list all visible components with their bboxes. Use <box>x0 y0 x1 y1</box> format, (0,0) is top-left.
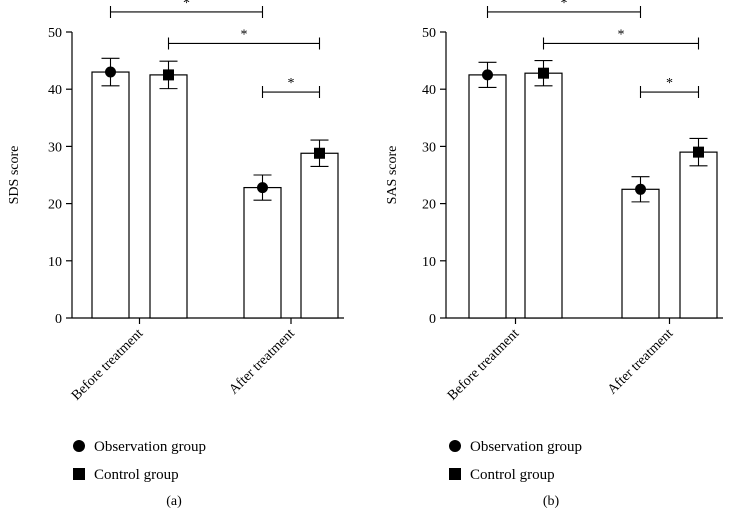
significance-bracket <box>167 37 321 50</box>
bar <box>149 74 188 319</box>
observation-marker <box>482 69 493 81</box>
y-tick-label: 30 <box>422 140 436 155</box>
y-tick-label: 0 <box>429 312 436 327</box>
significance-label: * <box>618 27 625 42</box>
chart-panel-a: 0 10 20 30 40 50 SDS score Before treatment Afte… <box>7 0 344 509</box>
observation-marker <box>635 183 646 195</box>
y-axis-label: SAS score <box>385 146 400 205</box>
significance-label: * <box>666 76 673 91</box>
bar <box>468 74 507 319</box>
y-axis-label: SDS score <box>7 146 22 205</box>
y-tick-label: 20 <box>422 198 436 213</box>
y-tick-label: 20 <box>48 198 62 213</box>
significance-bracket <box>261 86 321 99</box>
bar <box>300 152 339 319</box>
chart-panel-b: 0 10 20 30 40 50 SAS score Before treatment Afte… <box>385 0 723 509</box>
observation-marker <box>257 182 268 194</box>
control-marker <box>693 146 704 158</box>
y-tick-label: 0 <box>55 312 62 327</box>
legend-square-icon <box>449 468 461 480</box>
control-marker <box>314 147 325 159</box>
significance-bracket <box>639 86 700 99</box>
significance-label: * <box>288 76 295 91</box>
control-marker <box>163 69 174 81</box>
significance-label: * <box>561 0 568 11</box>
bar <box>91 71 130 319</box>
y-tick-label: 30 <box>48 140 62 155</box>
y-tick-label: 40 <box>48 83 62 98</box>
legend-label: Control group <box>94 467 179 483</box>
panel-caption: (b) <box>543 494 560 509</box>
legend-label: Observation group <box>470 439 582 455</box>
significance-label: * <box>241 27 248 42</box>
panel-caption: (a) <box>166 494 182 509</box>
significance-bracket <box>109 5 264 18</box>
x-tick-label: After treatment <box>605 326 676 397</box>
significance-bracket <box>486 5 642 18</box>
x-tick-label: Before treatment <box>445 326 522 403</box>
legend-square-icon <box>73 468 85 480</box>
significance-label: * <box>183 0 190 11</box>
bar <box>621 188 660 319</box>
legend-label: Observation group <box>94 439 206 455</box>
control-marker <box>538 67 549 79</box>
x-tick-label: Before treatment <box>69 326 146 403</box>
bar <box>243 186 282 319</box>
y-tick-label: 40 <box>422 83 436 98</box>
y-tick-label: 10 <box>48 255 62 270</box>
y-tick-label: 50 <box>422 26 436 41</box>
legend-circle-icon <box>449 440 461 452</box>
bar <box>524 72 563 319</box>
legend-circle-icon <box>73 440 85 452</box>
significance-bracket <box>542 37 700 50</box>
x-tick-label: After treatment <box>226 326 297 397</box>
observation-marker <box>105 66 116 78</box>
y-tick-label: 10 <box>422 255 436 270</box>
legend-label: Control group <box>470 467 555 483</box>
bar <box>679 151 718 319</box>
y-tick-label: 50 <box>48 26 62 41</box>
